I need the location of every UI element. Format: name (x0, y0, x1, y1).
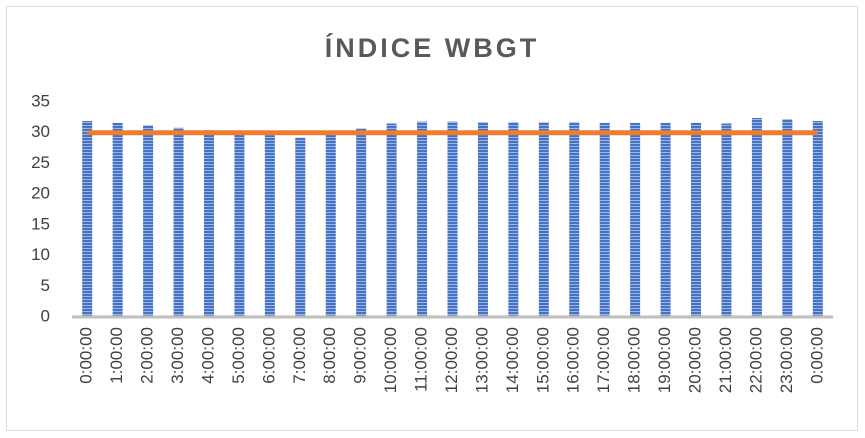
x-tick-label: 14:00:00 (503, 327, 522, 393)
bar (660, 122, 671, 317)
bar (234, 132, 245, 317)
y-tick-label: 20 (31, 184, 50, 203)
bar (295, 137, 306, 317)
bar (812, 121, 823, 318)
x-tick-label: 10:00:00 (381, 327, 400, 393)
bar (447, 121, 458, 318)
x-tick-label: 19:00:00 (655, 327, 674, 393)
bar (721, 123, 732, 317)
x-tick-label: 23:00:00 (777, 327, 796, 393)
x-tick-label: 11:00:00 (412, 327, 431, 392)
x-tick-label: 7:00:00 (290, 327, 309, 384)
y-tick-label: 0 (41, 306, 50, 325)
x-tick-label: 9:00:00 (351, 327, 370, 384)
x-tick-label: 1:00:00 (107, 327, 126, 384)
bar (82, 121, 93, 318)
x-tick-label: 17:00:00 (594, 327, 613, 393)
x-tick-label: 5:00:00 (229, 327, 248, 384)
x-tick-label: 0:00:00 (77, 327, 96, 384)
y-tick-label: 35 (31, 91, 50, 110)
bar (599, 122, 610, 317)
bar (477, 122, 488, 318)
x-tick-label: 22:00:00 (746, 327, 765, 393)
y-tick-label: 10 (31, 245, 50, 264)
x-tick-label: 16:00:00 (564, 327, 583, 393)
x-tick-label: 6:00:00 (259, 327, 278, 384)
bar (386, 123, 397, 317)
y-tick-label: 5 (41, 276, 50, 295)
chart-title: ÍNDICE WBGT (325, 32, 540, 63)
x-tick-label: 21:00:00 (716, 327, 735, 393)
bar (173, 127, 184, 317)
bar (782, 119, 793, 317)
y-tick-label: 15 (31, 214, 50, 233)
x-tick-label: 0:00:00 (807, 327, 826, 384)
bar (264, 135, 275, 317)
y-tick-label: 25 (31, 153, 50, 172)
x-tick-label: 13:00:00 (472, 327, 491, 393)
x-tick-label: 20:00:00 (686, 327, 705, 393)
bar (356, 128, 367, 317)
x-tick-label: 3:00:00 (168, 327, 187, 384)
x-tick-label: 15:00:00 (533, 327, 552, 393)
bar (691, 122, 702, 317)
bar (630, 122, 641, 317)
bar (751, 117, 762, 317)
bar (569, 122, 580, 318)
y-tick-label: 30 (31, 122, 50, 141)
bar (508, 122, 519, 318)
bar (203, 130, 214, 317)
x-tick-label: 4:00:00 (198, 327, 217, 384)
x-tick-label: 12:00:00 (442, 327, 461, 393)
bar (112, 122, 123, 317)
bar (143, 125, 154, 317)
bar (538, 122, 549, 318)
bar (325, 133, 336, 317)
x-tick-label: 2:00:00 (138, 327, 157, 384)
x-tick-label: 8:00:00 (320, 327, 339, 384)
bar (417, 121, 428, 318)
x-tick-label: 18:00:00 (625, 327, 644, 393)
